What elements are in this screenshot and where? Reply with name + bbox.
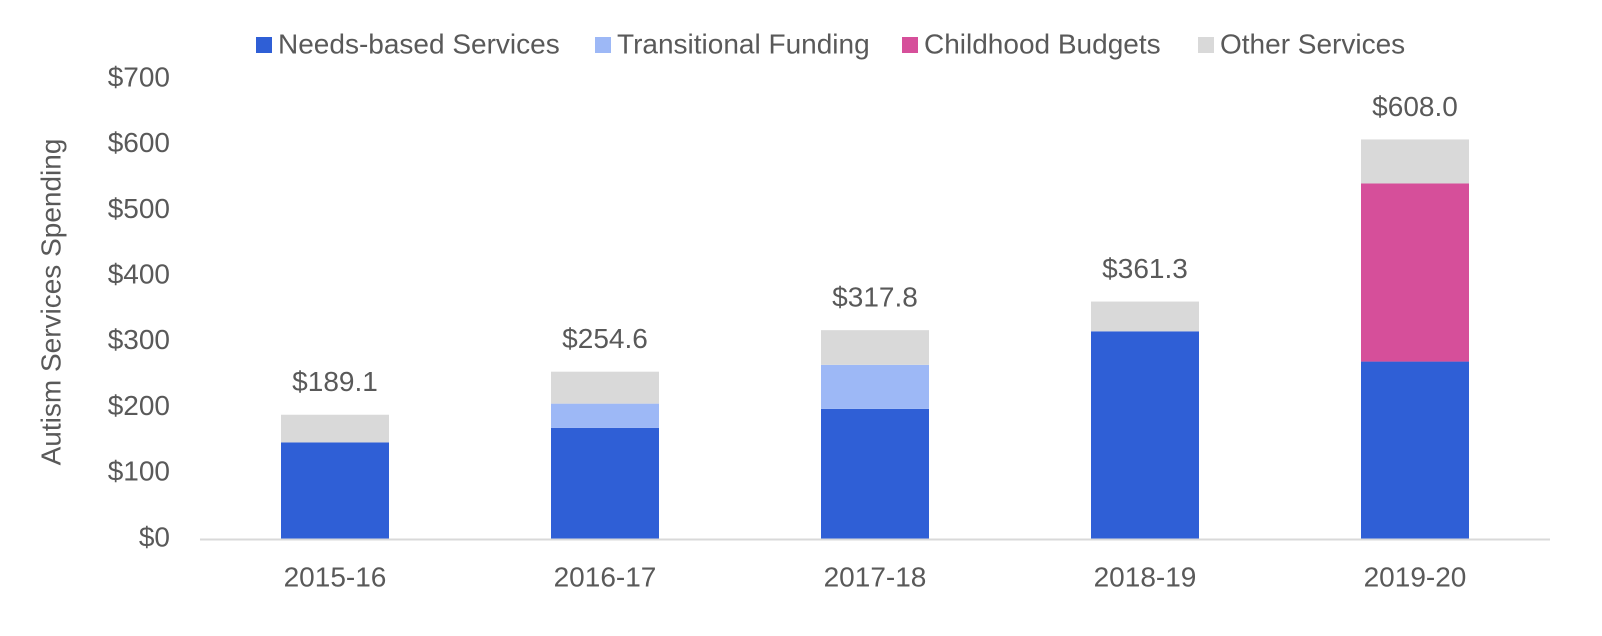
- x-tick-label: 2017-18: [824, 561, 927, 592]
- bar-total-label: $254.6: [562, 323, 648, 354]
- y-tick-label: $200: [108, 390, 170, 421]
- x-tick-label: 2019-20: [1364, 561, 1467, 592]
- bar-segment: [281, 414, 389, 443]
- bar-segment: [1091, 331, 1199, 539]
- legend-label: Other Services: [1220, 28, 1405, 59]
- x-tick-label: 2018-19: [1094, 561, 1197, 592]
- legend-swatch: [595, 37, 611, 53]
- bar-segment: [1361, 139, 1469, 184]
- bar-segment: [821, 330, 929, 365]
- y-tick-label: $0: [139, 521, 170, 552]
- bar-total-label: $361.3: [1102, 253, 1188, 284]
- legend-swatch: [902, 37, 918, 53]
- x-tick-label: 2015-16: [284, 561, 387, 592]
- x-tick-label: 2016-17: [554, 561, 657, 592]
- y-tick-label: $600: [108, 127, 170, 158]
- y-tick-label: $700: [108, 61, 170, 92]
- legend-swatch: [1198, 37, 1214, 53]
- bar-segment: [1361, 361, 1469, 539]
- bar-total-label: $317.8: [832, 282, 918, 313]
- bar-segment: [1091, 301, 1199, 332]
- bar-segment: [821, 364, 929, 409]
- y-tick-label: $100: [108, 456, 170, 487]
- y-tick-label: $500: [108, 193, 170, 224]
- bar-segment: [551, 371, 659, 404]
- y-tick-label: $400: [108, 259, 170, 290]
- legend-swatch: [256, 37, 272, 53]
- y-axis-title: Autism Services Spending: [35, 139, 66, 466]
- bar-segment: [551, 403, 659, 428]
- bar-total-label: $189.1: [292, 366, 378, 397]
- bar-segment: [1361, 183, 1469, 362]
- legend-label: Transitional Funding: [617, 28, 870, 59]
- y-tick-label: $300: [108, 324, 170, 355]
- bar-segment: [551, 427, 659, 539]
- legend-label: Needs-based Services: [278, 28, 560, 59]
- bar-segment: [821, 408, 929, 539]
- bar-total-label: $608.0: [1372, 91, 1458, 122]
- bar-segment: [281, 442, 389, 539]
- legend-label: Childhood Budgets: [924, 28, 1161, 59]
